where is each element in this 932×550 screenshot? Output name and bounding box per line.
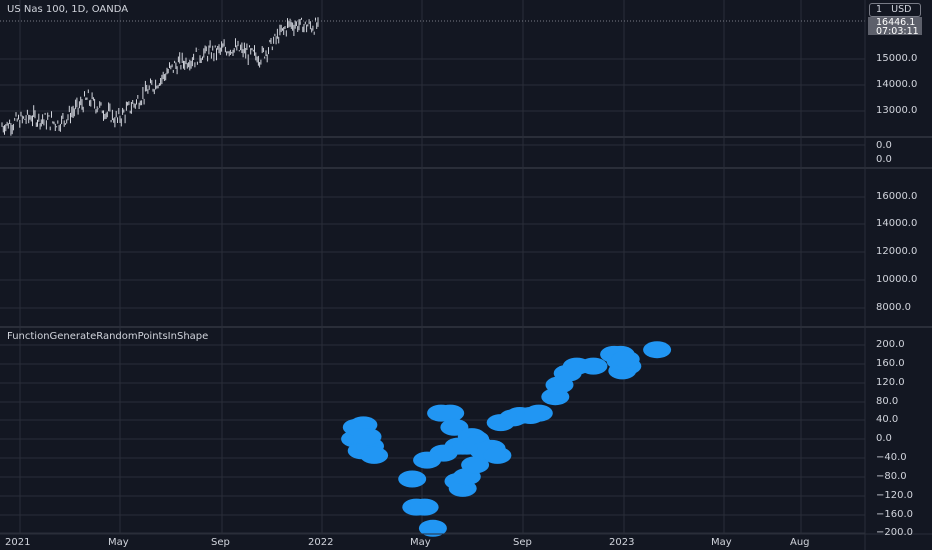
time-axis-label: 2022 [308, 537, 334, 548]
indicator-axis-label: −80.0 [876, 471, 907, 482]
indicator-point [436, 404, 465, 422]
time-axis-label: Aug [790, 537, 810, 548]
indicator-axis-label: −160.0 [876, 509, 914, 520]
indicator-axis-label: 80.0 [876, 396, 899, 407]
last-price-value: 16446.1 [876, 17, 916, 28]
indicator-point [353, 428, 382, 446]
indicator-point [643, 341, 672, 359]
indicator-axis-label: −40.0 [876, 452, 907, 463]
indicator-axis-label: 160.0 [876, 358, 905, 369]
indicator-point [611, 350, 640, 368]
indicator-point [398, 470, 427, 488]
time-axis-label: Sep [211, 537, 230, 548]
time-axis-label: Sep [513, 537, 532, 548]
indicator-point [418, 519, 447, 537]
indicator-axis-label: 120.0 [876, 377, 905, 388]
price-candles [1, 17, 319, 136]
last-price-tag: 16446.1 07:03:11 [868, 17, 922, 37]
indicator-points [341, 341, 672, 537]
mid-axis-label: 8000.0 [876, 302, 911, 313]
indicator-point [461, 456, 490, 474]
volume-axis-label: 0.0 [876, 154, 892, 165]
indicator-axis-label: 40.0 [876, 414, 899, 425]
bar-countdown: 07:03:11 [876, 26, 919, 37]
time-axis-label: May [410, 537, 431, 548]
mid-axis-label: 14000.0 [876, 218, 918, 229]
main-axis-label: 15000.0 [876, 53, 918, 64]
time-axis-label: May [108, 537, 129, 548]
time-axis-label: 2023 [609, 537, 635, 548]
indicator-title[interactable]: FunctionGenerateRandomPointsInShape [7, 331, 209, 342]
indicator-axis-label: 200.0 [876, 339, 905, 350]
main-axis-label: 13000.0 [876, 105, 918, 116]
indicator-point [483, 446, 512, 464]
mid-axis-label: 16000.0 [876, 191, 918, 202]
main-axis-label: 14000.0 [876, 79, 918, 90]
indicator-axis-label: 0.0 [876, 433, 892, 444]
indicator-axis-label: −200.0 [876, 527, 914, 538]
currency-selector[interactable]: 1 USD [869, 3, 921, 17]
symbol-title[interactable]: US Nas 100, 1D, OANDA [7, 4, 129, 15]
time-axis-label: May [711, 537, 732, 548]
indicator-point [524, 404, 553, 422]
currency-prefix: 1 [876, 4, 883, 15]
indicator-point [360, 446, 389, 464]
volume-axis-label: 0.0 [876, 140, 892, 151]
mid-axis-label: 12000.0 [876, 246, 918, 257]
time-axis-label: 2021 [5, 537, 31, 548]
currency-label: USD [891, 4, 912, 15]
indicator-point [579, 357, 608, 375]
indicator-axis-label: −120.0 [876, 490, 914, 501]
indicator-point [410, 498, 439, 516]
mid-axis-label: 10000.0 [876, 274, 918, 285]
